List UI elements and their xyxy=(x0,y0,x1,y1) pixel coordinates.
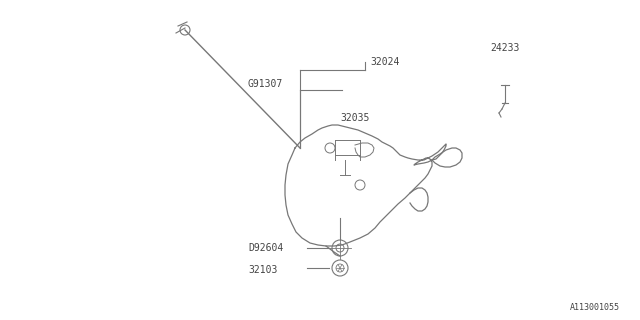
Text: A113001055: A113001055 xyxy=(570,303,620,313)
Text: 32103: 32103 xyxy=(248,265,277,275)
Text: G91307: G91307 xyxy=(248,79,284,89)
Text: 32024: 32024 xyxy=(370,57,399,67)
Text: 24233: 24233 xyxy=(490,43,520,53)
Text: 32035: 32035 xyxy=(340,113,369,123)
Text: D92604: D92604 xyxy=(248,243,284,253)
